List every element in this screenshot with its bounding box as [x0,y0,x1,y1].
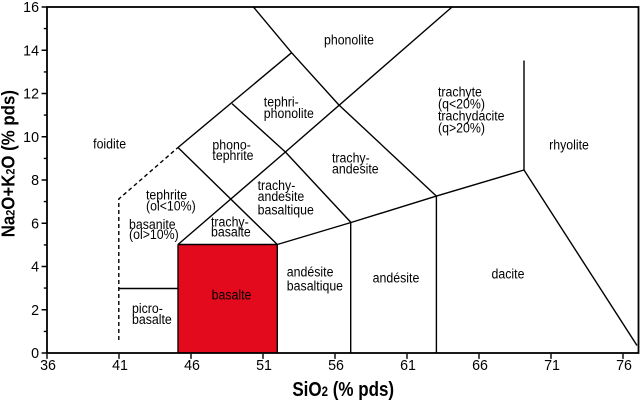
svg-text:10: 10 [23,130,39,146]
svg-text:rhyolite: rhyolite [549,137,589,153]
svg-text:8: 8 [31,173,39,189]
svg-text:basalte: basalte [132,311,172,327]
svg-text:41: 41 [112,358,128,374]
svg-text:66: 66 [472,358,488,374]
svg-text:dacite: dacite [492,266,525,282]
svg-text:0: 0 [31,346,39,362]
svg-text:2: 2 [31,303,39,319]
svg-text:andésite: andésite [373,270,420,286]
svg-text:basalte: basalte [211,224,251,240]
svg-text:tephrite: tephrite [146,187,187,203]
svg-text:46: 46 [184,358,200,374]
svg-text:foidite: foidite [93,136,126,152]
svg-text:12: 12 [23,86,39,102]
svg-text:61: 61 [400,358,416,374]
svg-text:picro-: picro- [132,301,163,317]
svg-text:(ol>10%): (ol>10%) [129,226,179,242]
svg-text:basaltique: basaltique [287,278,343,294]
svg-text:(ol<10%): (ol<10%) [146,198,196,214]
svg-text:(q<20%): (q<20%) [438,96,485,112]
svg-text:36: 36 [40,358,56,374]
svg-text:trachydacite: trachydacite [438,108,505,124]
svg-text:basalte: basalte [212,287,252,303]
svg-text:basanite: basanite [129,216,176,232]
svg-text:16: 16 [23,0,39,16]
svg-text:trachy-: trachy- [258,178,296,194]
svg-text:56: 56 [328,358,344,374]
svg-text:phono-: phono- [212,137,250,153]
svg-text:trachy-: trachy- [332,150,370,166]
svg-text:andesite: andesite [258,188,305,204]
svg-text:(q>20%): (q>20%) [438,120,485,136]
svg-text:trachy-: trachy- [211,214,249,230]
svg-text:4: 4 [31,259,39,275]
svg-text:andésite: andésite [287,264,334,280]
svg-text:6: 6 [31,216,39,232]
svg-text:71: 71 [544,358,560,374]
svg-text:51: 51 [256,358,272,374]
svg-text:tephrite: tephrite [212,147,253,163]
svg-text:phonolite: phonolite [264,105,314,121]
svg-text:basaltique: basaltique [258,202,314,218]
svg-text:phonolite: phonolite [324,32,374,48]
svg-text:andesite: andesite [332,161,379,177]
svg-text:14: 14 [23,43,39,59]
svg-text:76: 76 [616,358,632,374]
svg-text:tephri-: tephri- [264,94,299,110]
svg-text:trachyte: trachyte [438,84,482,100]
svg-text:SiO2 (% pds): SiO2 (% pds) [292,378,394,401]
svg-text:Na2O+K2O (% pds): Na2O+K2O (% pds) [0,90,19,237]
